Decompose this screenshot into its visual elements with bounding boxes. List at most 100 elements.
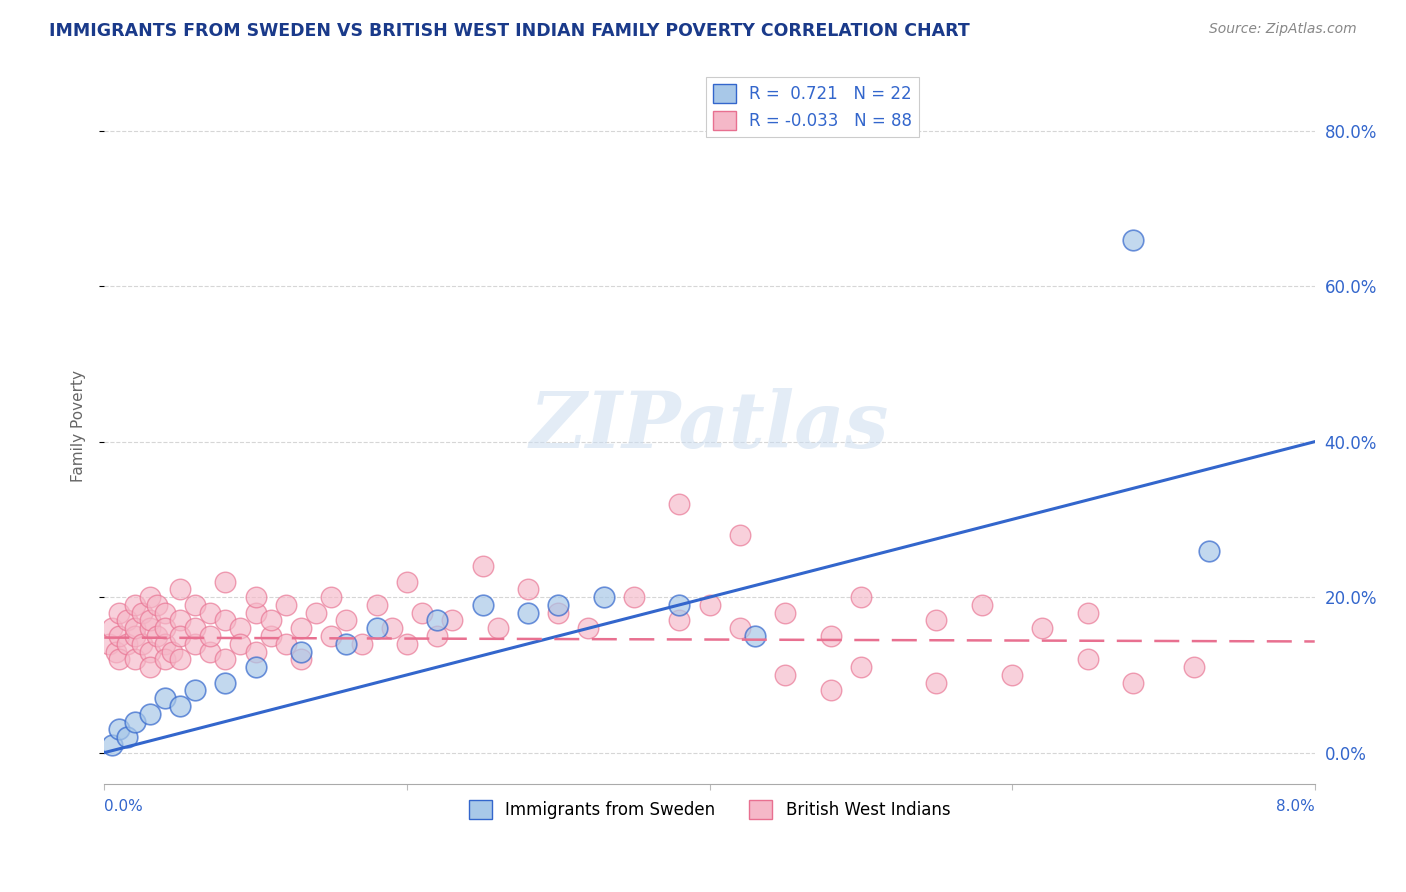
Point: [108, 723, 131, 737]
Point: [773, 668, 796, 682]
Point: [1077, 606, 1099, 620]
Point: [592, 590, 614, 604]
Point: [728, 528, 751, 542]
Point: [274, 598, 297, 612]
Point: [105, 644, 128, 658]
Point: [486, 621, 509, 635]
Text: Source: ZipAtlas.com: Source: ZipAtlas.com: [1209, 22, 1357, 37]
Point: [138, 706, 160, 721]
Point: [395, 637, 418, 651]
Point: [411, 606, 433, 620]
Point: [169, 614, 191, 628]
Point: [124, 629, 146, 643]
Point: [426, 629, 449, 643]
Point: [184, 598, 207, 612]
Point: [260, 629, 283, 643]
Point: [728, 621, 751, 635]
Legend: Immigrants from Sweden, British West Indians: Immigrants from Sweden, British West Ind…: [463, 793, 957, 825]
Point: [153, 637, 176, 651]
Point: [623, 590, 645, 604]
Point: [169, 652, 191, 666]
Point: [516, 606, 538, 620]
Point: [214, 675, 236, 690]
Point: [426, 614, 449, 628]
Point: [108, 652, 131, 666]
Point: [146, 629, 169, 643]
Y-axis label: Family Poverty: Family Poverty: [72, 370, 86, 483]
Point: [335, 614, 357, 628]
Point: [153, 606, 176, 620]
Point: [138, 590, 160, 604]
Point: [668, 614, 690, 628]
Point: [305, 606, 328, 620]
Point: [214, 614, 236, 628]
Point: [138, 644, 160, 658]
Point: [146, 598, 169, 612]
Point: [124, 714, 146, 729]
Point: [547, 606, 569, 620]
Point: [124, 652, 146, 666]
Point: [1198, 543, 1220, 558]
Point: [169, 582, 191, 597]
Point: [350, 637, 373, 651]
Point: [169, 698, 191, 713]
Point: [321, 629, 343, 643]
Point: [471, 559, 494, 574]
Text: IMMIGRANTS FROM SWEDEN VS BRITISH WEST INDIAN FAMILY POVERTY CORRELATION CHART: IMMIGRANTS FROM SWEDEN VS BRITISH WEST I…: [49, 22, 970, 40]
Point: [200, 644, 222, 658]
Point: [229, 621, 252, 635]
Point: [547, 598, 569, 612]
Point: [516, 582, 538, 597]
Point: [124, 621, 146, 635]
Point: [115, 730, 138, 744]
Point: [153, 691, 176, 706]
Point: [578, 621, 600, 635]
Point: [849, 590, 872, 604]
Point: [699, 598, 721, 612]
Point: [138, 614, 160, 628]
Point: [214, 574, 236, 589]
Point: [471, 598, 494, 612]
Point: [245, 606, 267, 620]
Point: [970, 598, 993, 612]
Point: [1122, 233, 1144, 247]
Point: [245, 644, 267, 658]
Point: [108, 606, 131, 620]
Text: ZIPatlas: ZIPatlas: [530, 388, 889, 465]
Point: [184, 637, 207, 651]
Point: [131, 606, 153, 620]
Point: [820, 683, 842, 698]
Point: [184, 683, 207, 698]
Point: [290, 621, 312, 635]
Point: [124, 598, 146, 612]
Point: [290, 652, 312, 666]
Point: [773, 606, 796, 620]
Point: [138, 621, 160, 635]
Point: [138, 660, 160, 674]
Point: [229, 637, 252, 651]
Point: [1031, 621, 1053, 635]
Point: [668, 497, 690, 511]
Point: [162, 644, 184, 658]
Point: [381, 621, 404, 635]
Point: [366, 598, 388, 612]
Point: [131, 637, 153, 651]
Point: [260, 614, 283, 628]
Point: [101, 621, 124, 635]
Point: [290, 644, 312, 658]
Point: [925, 675, 948, 690]
Point: [321, 590, 343, 604]
Point: [169, 629, 191, 643]
Text: 0.0%: 0.0%: [104, 799, 143, 814]
Point: [335, 637, 357, 651]
Point: [1001, 668, 1024, 682]
Point: [925, 614, 948, 628]
Point: [184, 621, 207, 635]
Point: [668, 598, 690, 612]
Point: [441, 614, 464, 628]
Point: [245, 590, 267, 604]
Point: [1077, 652, 1099, 666]
Point: [153, 621, 176, 635]
Point: [115, 637, 138, 651]
Point: [153, 652, 176, 666]
